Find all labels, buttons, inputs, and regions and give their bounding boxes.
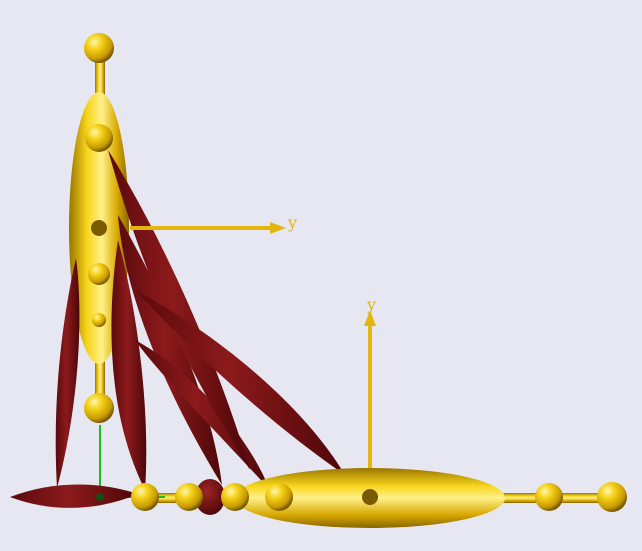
atom-center-horizontal xyxy=(362,489,378,505)
atom-h2 xyxy=(175,483,203,511)
orbital-lobes[interactable] xyxy=(10,150,345,515)
atom-h5 xyxy=(535,483,563,511)
lobe-diagonal-long xyxy=(135,290,345,475)
atom-bottom-vertical xyxy=(84,393,114,423)
atom-h4 xyxy=(265,483,293,511)
atom-upper xyxy=(85,124,113,152)
atoms[interactable] xyxy=(84,33,627,512)
atom-h6 xyxy=(597,482,627,512)
lobe-small-sphere xyxy=(195,479,225,515)
atom-mid xyxy=(88,263,110,285)
atom-lower-mid xyxy=(92,313,106,327)
axis-label-lower: y xyxy=(366,295,376,314)
vertical-bond-bottom xyxy=(95,350,105,408)
axis-arrow-lower: y xyxy=(364,295,376,468)
atom-center-vertical xyxy=(91,220,107,236)
lobe-left-vertical xyxy=(55,258,80,488)
vertical-bond-top xyxy=(95,48,105,108)
axis-arrow-upper: y xyxy=(130,213,297,234)
lobe-diagonal-1 xyxy=(118,215,222,485)
lobe-center-vertical xyxy=(111,240,147,490)
axis-label-upper: y xyxy=(287,213,297,232)
atom-h3 xyxy=(221,483,249,511)
lobe-diagonal-2 xyxy=(135,340,270,490)
atom-top xyxy=(84,33,114,63)
atom-origin xyxy=(96,493,104,501)
atom-h1 xyxy=(131,483,159,511)
lobe-horizontal-left xyxy=(10,484,138,508)
